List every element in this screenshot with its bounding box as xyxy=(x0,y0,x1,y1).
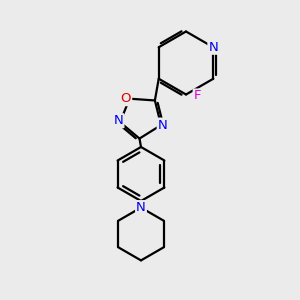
Text: O: O xyxy=(121,92,131,105)
Text: N: N xyxy=(136,201,146,214)
Text: N: N xyxy=(208,41,218,54)
Text: N: N xyxy=(114,114,123,127)
Text: N: N xyxy=(158,118,167,132)
Text: F: F xyxy=(194,89,201,103)
